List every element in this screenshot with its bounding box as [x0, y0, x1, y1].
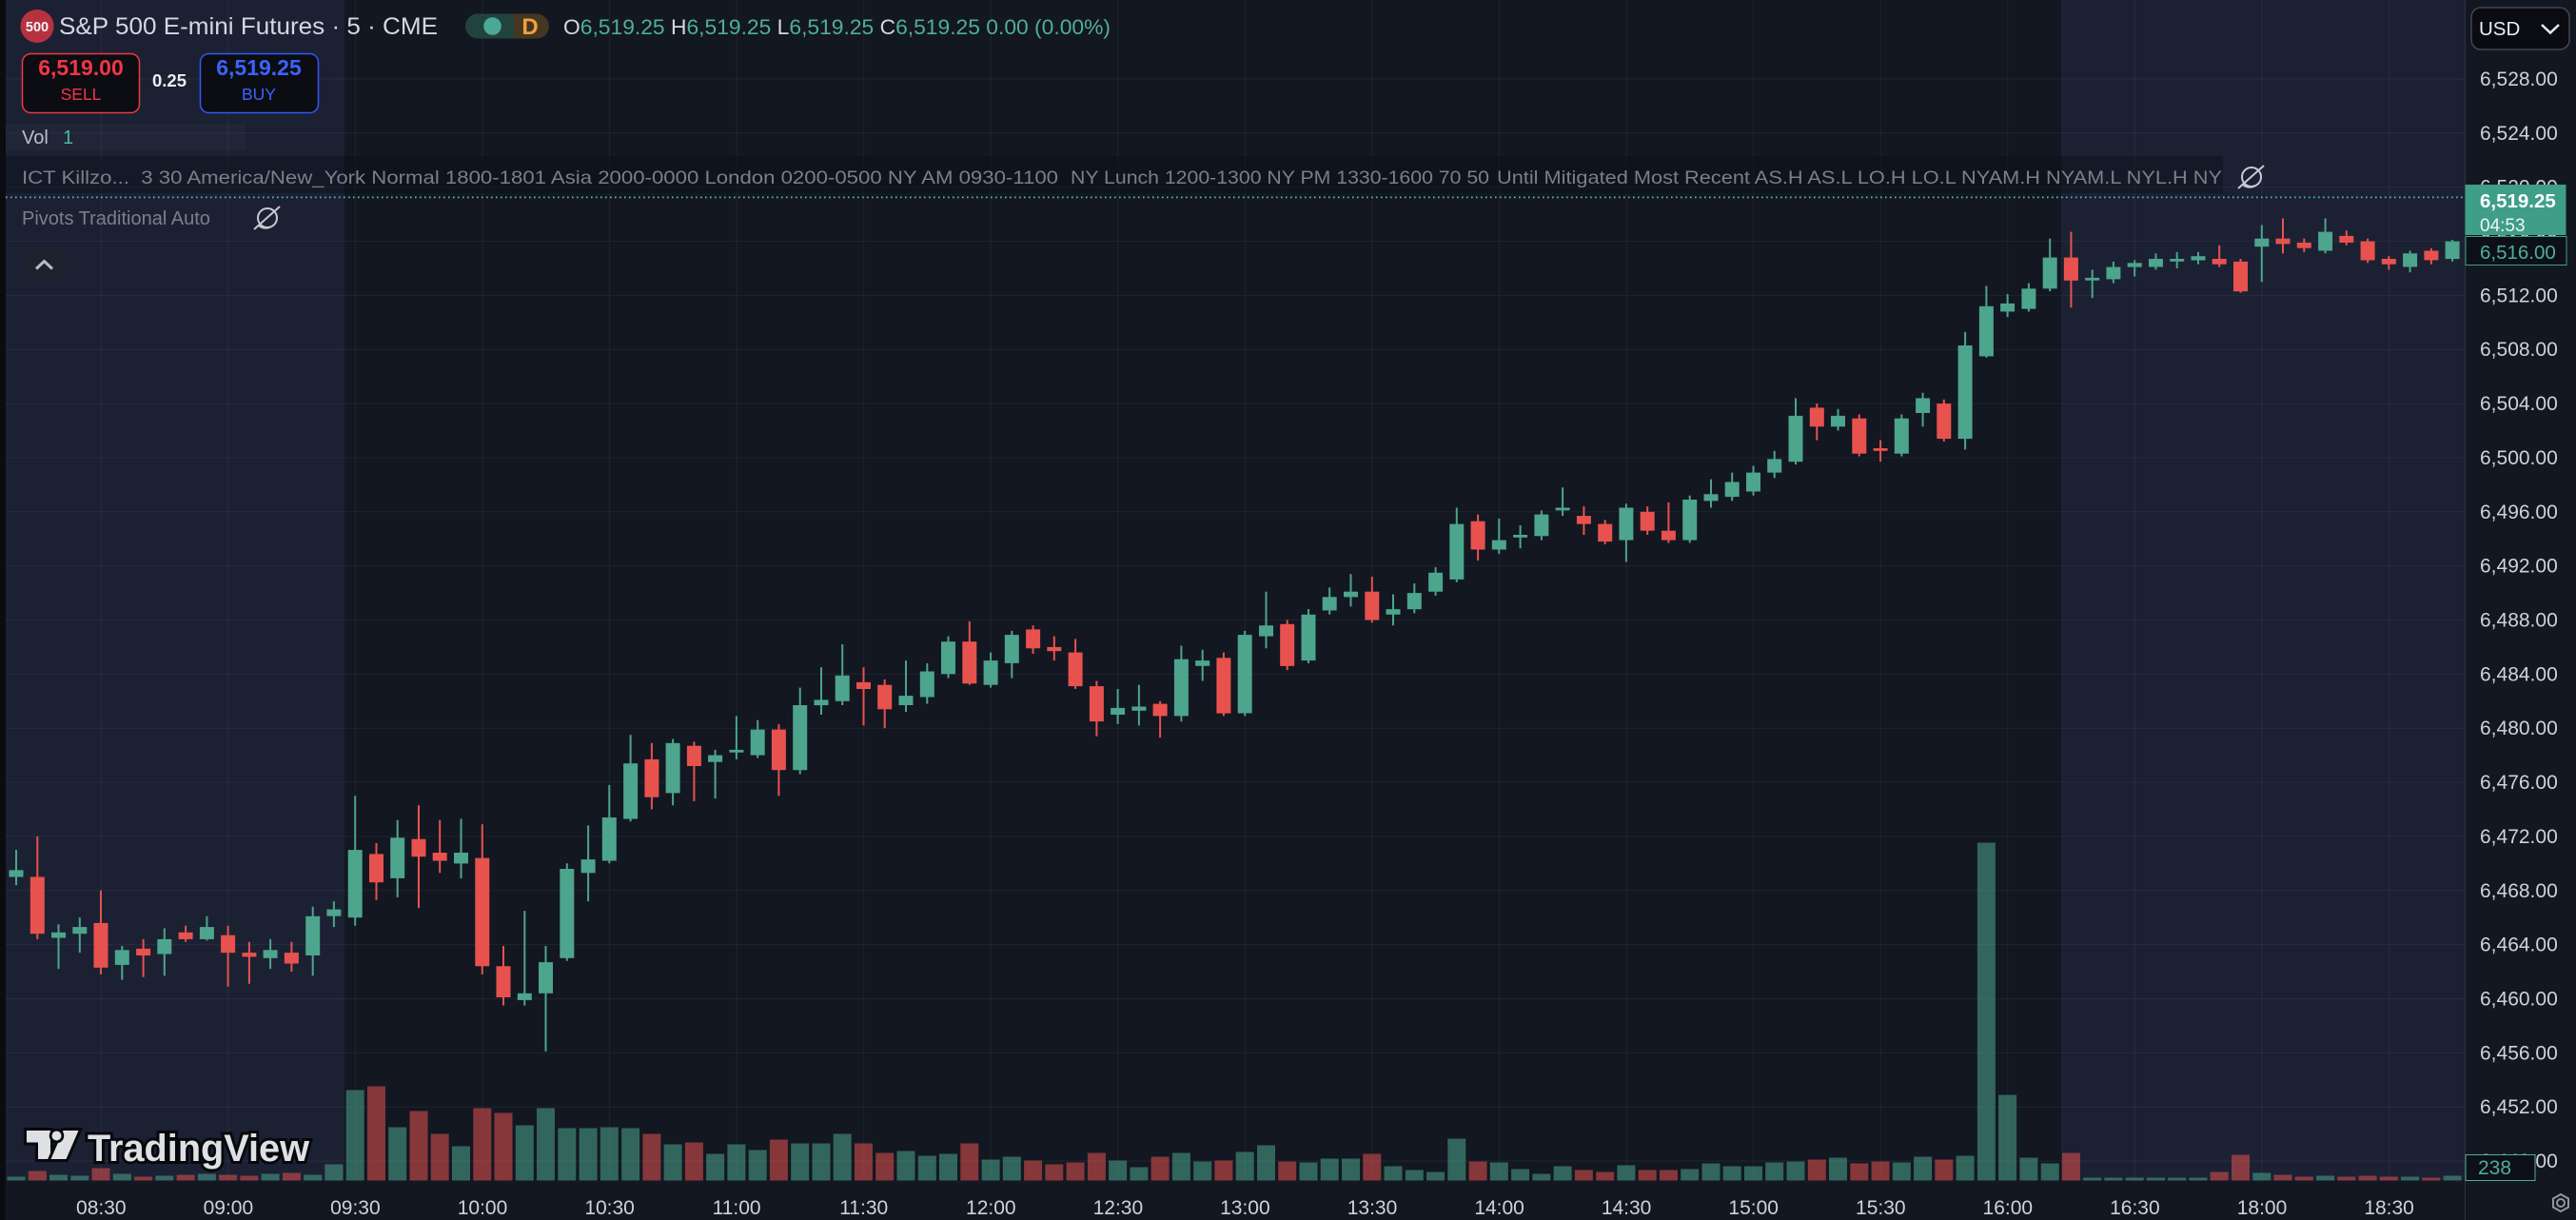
svg-text:14:30: 14:30 [1602, 1197, 1652, 1219]
svg-text:11:00: 11:00 [713, 1197, 761, 1219]
svg-text:BUY: BUY [242, 85, 276, 104]
svg-text:Until Mitigated Most Recent AS: Until Mitigated Most Recent AS.H AS.L LO… [1497, 167, 2222, 188]
svg-text:09:30: 09:30 [330, 1197, 381, 1219]
svg-text:11:30: 11:30 [839, 1197, 888, 1219]
svg-text:10:00: 10:00 [458, 1197, 508, 1219]
svg-text:0.25: 0.25 [152, 70, 187, 90]
svg-text:13:30: 13:30 [1347, 1197, 1398, 1219]
svg-text:6,460.00: 6,460.00 [2480, 989, 2558, 1011]
svg-text:6,472.00: 6,472.00 [2480, 826, 2558, 848]
svg-text:D: D [521, 14, 538, 40]
svg-text:08:30: 08:30 [76, 1197, 127, 1219]
svg-text:6,512.00: 6,512.00 [2480, 285, 2558, 306]
svg-text:6,516.00: 6,516.00 [2480, 242, 2556, 264]
svg-text:SELL: SELL [61, 85, 102, 104]
svg-text:ICT Killzo... 3 30 America/Ne: ICT Killzo... 3 30 America/New_York Norm… [22, 167, 1058, 188]
svg-text:18:30: 18:30 [2364, 1197, 2414, 1219]
svg-text:6,519.25: 6,519.25 [216, 55, 302, 80]
svg-text:6,508.00: 6,508.00 [2480, 339, 2558, 361]
svg-text:6,464.00: 6,464.00 [2480, 935, 2558, 956]
svg-text:12:30: 12:30 [1093, 1197, 1144, 1219]
svg-text:15:00: 15:00 [1728, 1197, 1779, 1219]
svg-text:6,484.00: 6,484.00 [2480, 663, 2558, 685]
svg-text:13:00: 13:00 [1220, 1197, 1270, 1219]
svg-text:16:30: 16:30 [2110, 1197, 2160, 1219]
svg-text:500: 500 [26, 20, 49, 35]
svg-text:6,480.00: 6,480.00 [2480, 718, 2558, 739]
svg-text:18:00: 18:00 [2237, 1197, 2288, 1219]
svg-text:NY Lunch 1200-1300 NY PM 1330-: NY Lunch 1200-1300 NY PM 1330-1600 70 50 [1071, 167, 1489, 188]
svg-text:12:00: 12:00 [966, 1197, 1016, 1219]
svg-text:O6,519.25 H6,519.25 L6,519.25: O6,519.25 H6,519.25 L6,519.25 C6,519.25 … [563, 15, 1111, 39]
svg-text:1: 1 [63, 128, 73, 148]
svg-text:6,492.00: 6,492.00 [2480, 556, 2558, 578]
svg-text:6,524.00: 6,524.00 [2480, 123, 2558, 145]
svg-text:6,476.00: 6,476.00 [2480, 772, 2558, 794]
svg-text:6,456.00: 6,456.00 [2480, 1042, 2558, 1064]
svg-text:S&P 500 E-mini Futures · 5 · C: S&P 500 E-mini Futures · 5 · CME [59, 13, 438, 40]
svg-text:6,468.00: 6,468.00 [2480, 880, 2558, 902]
svg-text:6,496.00: 6,496.00 [2480, 502, 2558, 523]
svg-text:6,519.25: 6,519.25 [2480, 190, 2556, 212]
svg-text:USD: USD [2479, 18, 2520, 40]
svg-text:6,528.00: 6,528.00 [2480, 69, 2558, 90]
svg-text:16:00: 16:00 [1983, 1197, 2034, 1219]
svg-text:6,504.00: 6,504.00 [2480, 393, 2558, 415]
svg-text:TradingView: TradingView [88, 1128, 310, 1170]
svg-text:Vol: Vol [22, 128, 49, 148]
svg-text:04:53: 04:53 [2480, 216, 2526, 236]
svg-text:14:00: 14:00 [1474, 1197, 1524, 1219]
svg-text:Pivots Traditional Auto: Pivots Traditional Auto [22, 208, 210, 229]
svg-text:6,519.00: 6,519.00 [38, 55, 124, 80]
svg-text:10:30: 10:30 [584, 1197, 635, 1219]
svg-text:6,488.00: 6,488.00 [2480, 610, 2558, 632]
svg-text:6,452.00: 6,452.00 [2480, 1096, 2558, 1118]
svg-text:238: 238 [2478, 1157, 2511, 1179]
svg-text:09:00: 09:00 [204, 1197, 254, 1219]
svg-text:15:30: 15:30 [1856, 1197, 1906, 1219]
svg-text:6,500.00: 6,500.00 [2480, 447, 2558, 469]
